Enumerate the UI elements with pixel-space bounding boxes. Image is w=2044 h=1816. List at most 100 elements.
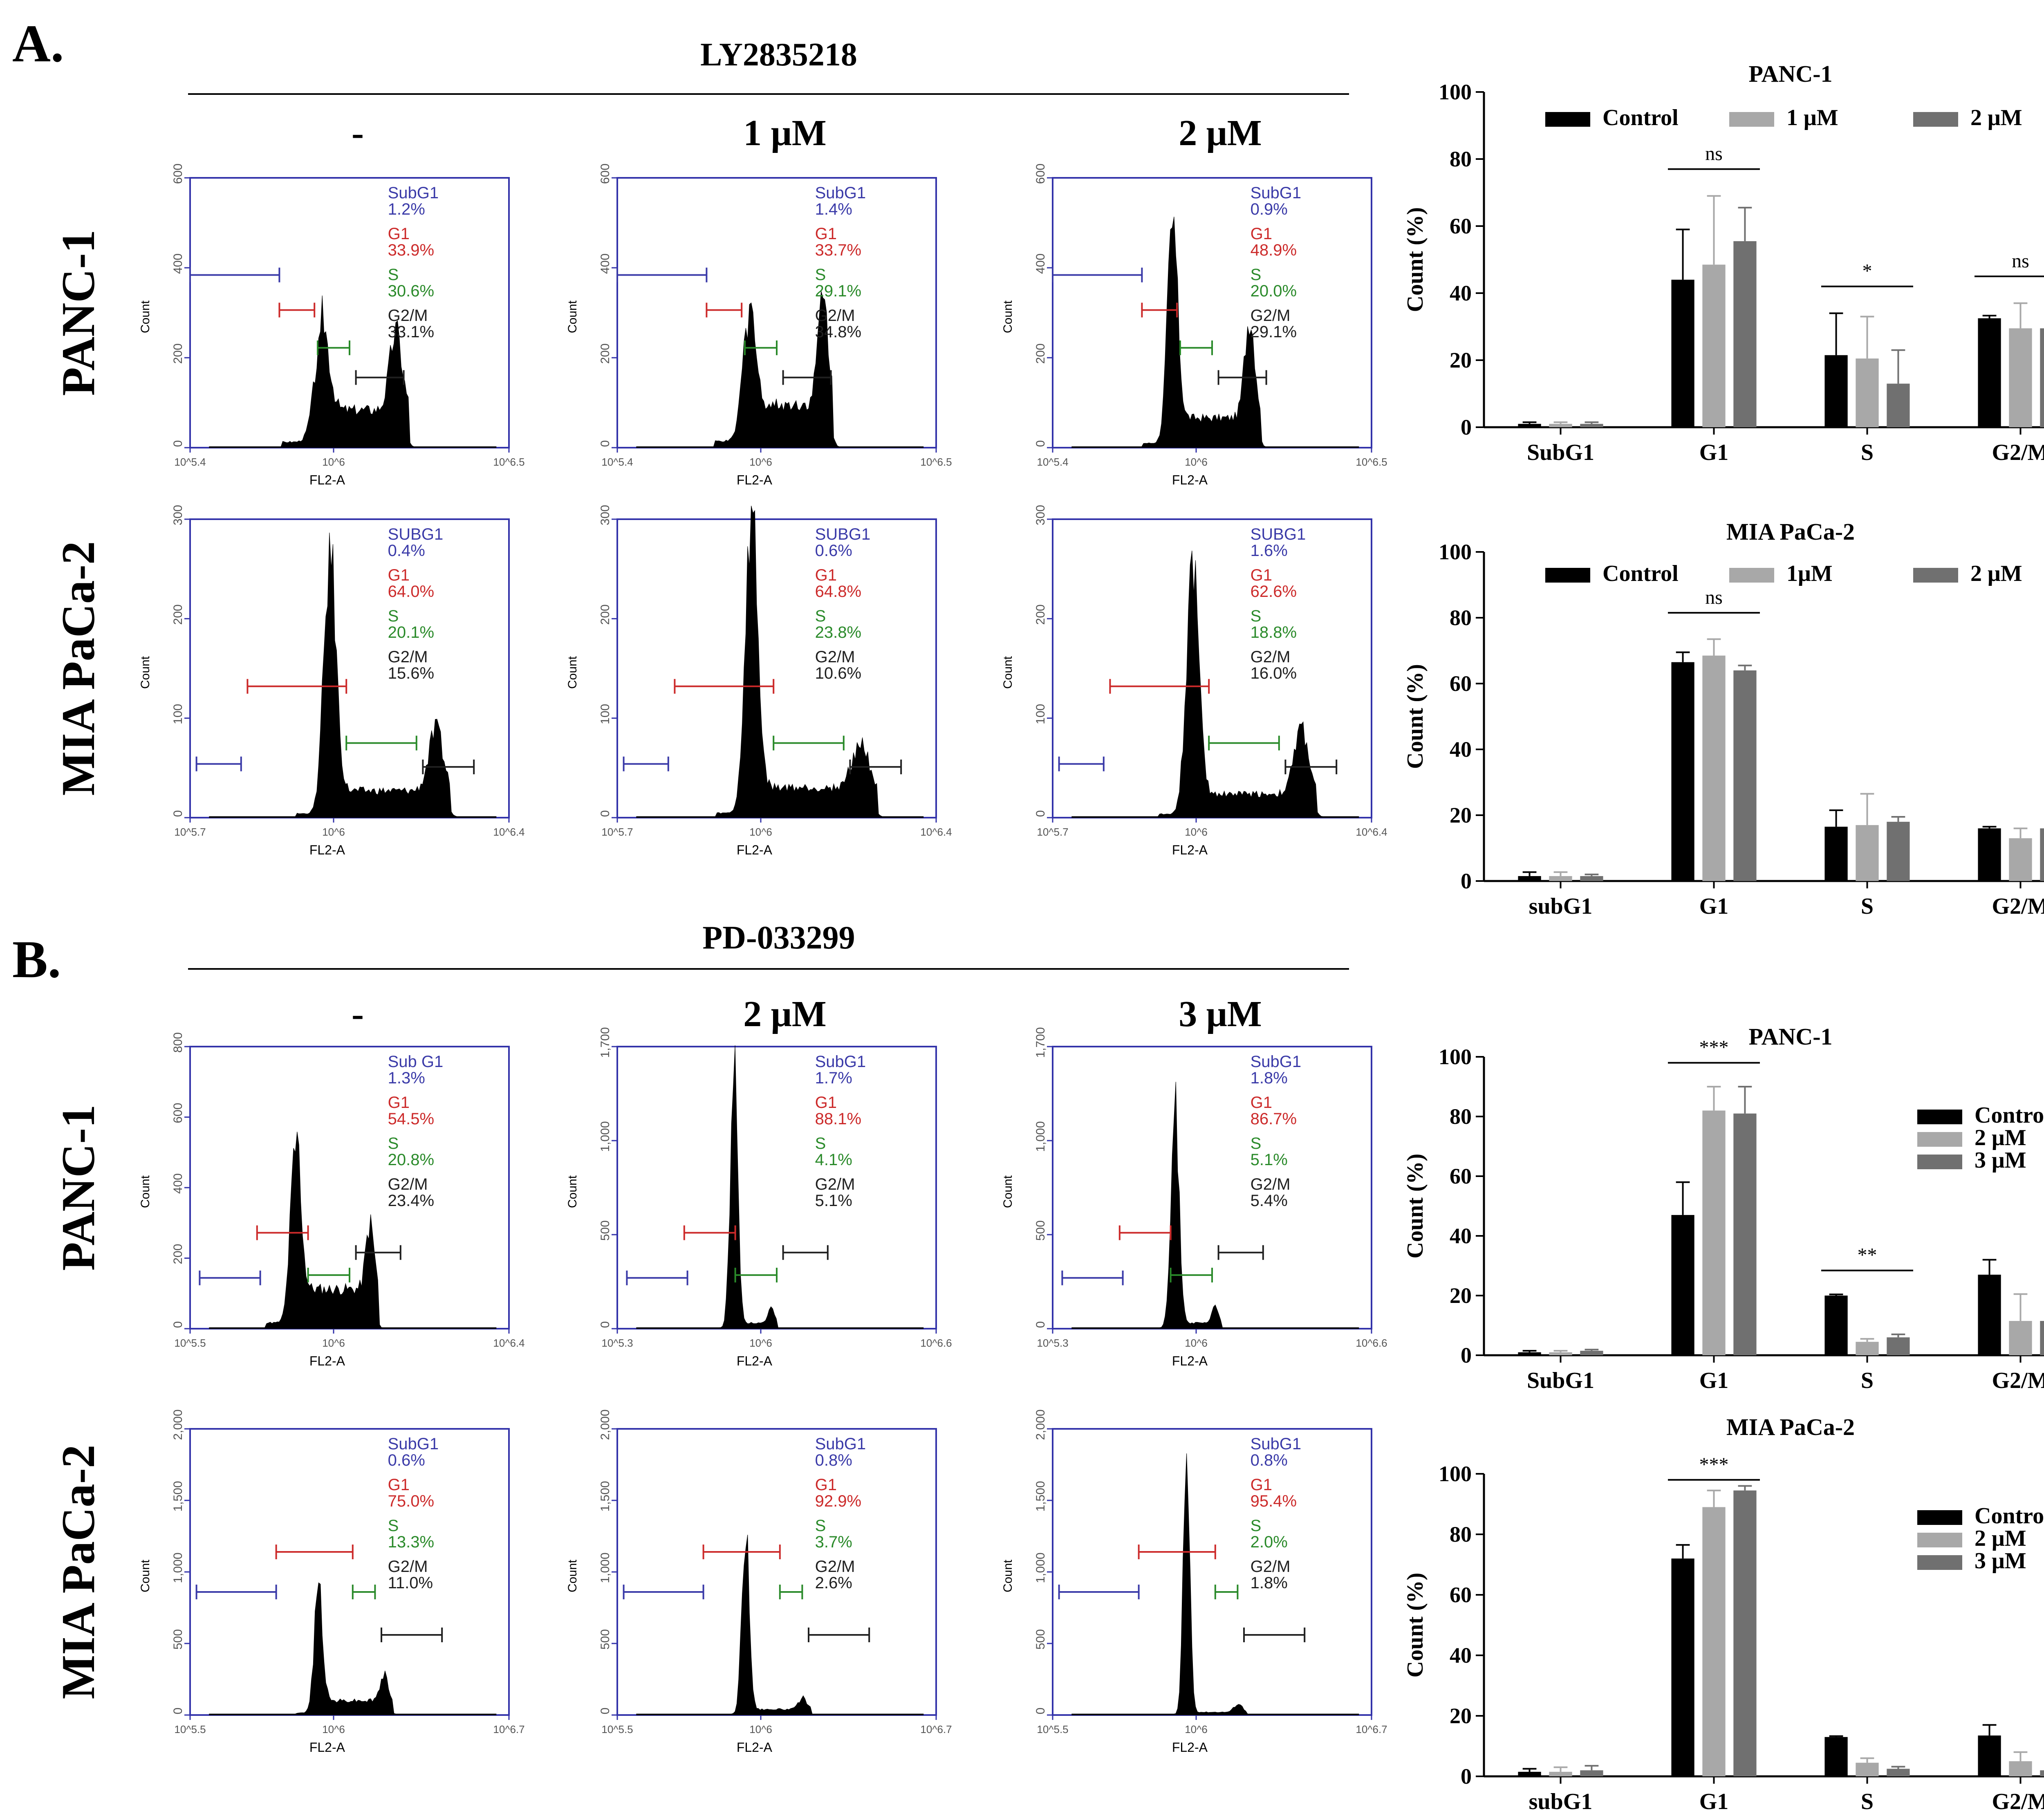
gate-stat-value: 1.2%	[388, 200, 425, 218]
y-tick-label: 200	[171, 604, 185, 625]
x-tick-label: SubG1	[1527, 440, 1594, 465]
x-tick-label: 10^6.5	[493, 456, 524, 468]
y-tick-label: 200	[598, 343, 612, 364]
section-letter: A.	[12, 14, 64, 73]
y-axis-label: Count	[139, 300, 152, 333]
x-tick-label: G1	[1699, 894, 1729, 919]
y-axis-label: Count	[1001, 656, 1015, 689]
bar	[1518, 1352, 1541, 1355]
x-axis-label: FL2-A	[1172, 473, 1208, 487]
gate-stat-value: 33.1%	[388, 323, 434, 341]
legend-label: 2 μM	[1970, 561, 2022, 586]
histogram-frame	[1052, 518, 1372, 818]
bar	[1733, 1490, 1757, 1776]
significance-label: ns	[1705, 143, 1723, 165]
y-tick-label: 0	[1034, 1321, 1047, 1328]
y-tick-label: 0	[1034, 440, 1047, 447]
y-tick-label: 0	[171, 440, 185, 447]
x-tick-label: 10^5.3	[601, 1337, 633, 1349]
x-tick-label: S	[1861, 1789, 1874, 1814]
y-tick-label: 20	[1450, 1704, 1472, 1728]
gate-stat-name: G1	[388, 566, 410, 584]
x-tick-label: 10^6	[1185, 826, 1208, 838]
bar	[1887, 1769, 1910, 1776]
gate-stat-name: G2/M	[815, 648, 855, 666]
bar	[1978, 1274, 2001, 1355]
y-tick-label: 300	[171, 505, 185, 525]
bar	[1549, 424, 1572, 427]
bar	[1518, 876, 1541, 881]
bar	[1733, 1113, 1757, 1355]
gate-stat-name: S	[388, 266, 399, 284]
legend-label: Control	[1602, 561, 1679, 586]
gate-stat-name: Sub G1	[388, 1053, 444, 1071]
x-tick-label: 10^6.4	[493, 1337, 524, 1349]
x-tick-label: 10^6.4	[920, 826, 952, 838]
gate-stat-value: 92.9%	[815, 1492, 861, 1510]
gate-stat-value: 16.0%	[1251, 664, 1297, 682]
gate-stat-value: 64.0%	[388, 583, 434, 601]
bar-chart: MIA PaCa-2 0 20 40 60 80 100 Count (%) subG1 G1 S G…	[1403, 1414, 2044, 1814]
y-tick-label: 1,700	[1034, 1027, 1047, 1058]
gate-stat-name: G1	[1251, 225, 1272, 243]
bar	[1580, 1351, 1603, 1355]
histogram-distribution	[636, 1045, 924, 1329]
gate-stat-value: 33.7%	[815, 241, 861, 259]
x-tick-label: 10^6	[749, 1723, 772, 1735]
x-tick-label: 10^6.4	[493, 826, 524, 838]
legend-label: 1 μM	[1786, 105, 1838, 130]
condition-label: 2 μM	[743, 994, 826, 1034]
gate-stat-value: 20.8%	[388, 1151, 434, 1169]
x-axis-label: FL2-A	[737, 1354, 773, 1368]
gate-stat-name: SUBG1	[815, 525, 871, 543]
legend-label: Control	[1975, 1503, 2044, 1529]
y-axis-label: Count	[1001, 1559, 1015, 1592]
gate-stat-name: G2/M	[388, 1558, 428, 1576]
histogram-distribution	[1071, 1082, 1359, 1329]
y-tick-label: 80	[1450, 1104, 1472, 1129]
y-tick-label: 100	[1034, 704, 1047, 724]
x-tick-label: 10^5.4	[601, 456, 633, 468]
bar	[1824, 827, 1848, 881]
y-tick-label: 400	[171, 253, 185, 274]
y-tick-label: 1,000	[1034, 1121, 1047, 1152]
bar	[1824, 1296, 1848, 1355]
gate-stat-value: 0.9%	[1251, 200, 1288, 218]
gate-stat-name: SUBG1	[1251, 525, 1306, 543]
gate-stat-name: G2/M	[1251, 1175, 1291, 1193]
significance-label: **	[1858, 1244, 1877, 1266]
legend-swatch	[1917, 1533, 1962, 1547]
x-tick-label: G2/M	[1992, 1368, 2044, 1393]
histogram-distribution	[209, 1582, 497, 1715]
y-tick-label: 20	[1450, 803, 1472, 827]
gate-stat-name: G1	[388, 1476, 410, 1494]
histogram-frame	[616, 1428, 937, 1716]
gate-stat-name: S	[1251, 1517, 1262, 1535]
bar	[2040, 328, 2044, 427]
y-tick-label: 100	[1439, 1462, 1472, 1486]
x-axis-label: FL2-A	[309, 843, 345, 857]
bar	[2009, 1761, 2032, 1776]
x-tick-label: 10^6.6	[1356, 1337, 1387, 1349]
gate-stat-value: 20.1%	[388, 623, 434, 641]
y-axis-label: Count (%)	[1403, 1154, 1428, 1259]
histogram-frame	[1052, 1046, 1372, 1329]
histogram-frame	[189, 518, 510, 818]
y-axis-label: Count	[1001, 1175, 1015, 1208]
bar	[1671, 1558, 1694, 1776]
y-tick-label: 80	[1450, 1522, 1472, 1547]
bar	[1887, 1337, 1910, 1355]
significance-label: ***	[1699, 1454, 1729, 1475]
legend-swatch	[1913, 568, 1958, 583]
cell-line-label: MIA PaCa-2	[52, 541, 104, 796]
bar	[1549, 1771, 1572, 1776]
y-tick-label: 0	[1034, 810, 1047, 817]
gate-stat-name: G1	[815, 1476, 837, 1494]
gate-stat-value: 29.1%	[1251, 323, 1297, 341]
histogram-panel: 0 500 1,000 1,500 2,000 Count 10^5.5 10^6 10^6.7…	[139, 1409, 525, 1755]
x-tick-label: 10^6.5	[1356, 456, 1387, 468]
gate-stat-name: SubG1	[1251, 1053, 1302, 1071]
y-axis-label: Count	[566, 656, 579, 689]
gate-stat-value: 0.4%	[388, 542, 425, 560]
y-tick-label: 40	[1450, 1643, 1472, 1668]
